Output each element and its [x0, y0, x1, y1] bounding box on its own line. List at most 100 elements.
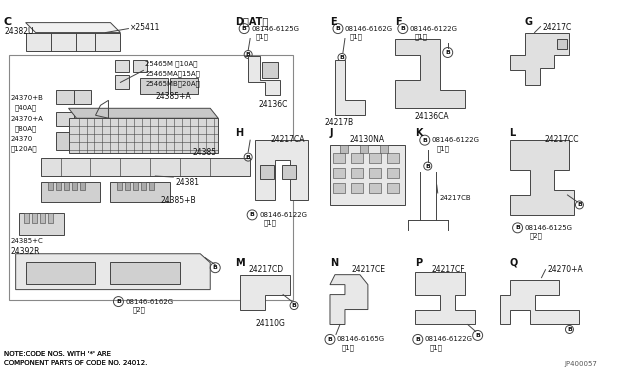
Text: 24392R: 24392R [11, 247, 40, 256]
Text: B: B [250, 212, 255, 217]
Text: 《1》: 《1》 [342, 344, 355, 351]
Bar [260, 165, 274, 179]
Bar [68, 118, 218, 153]
Text: 24136CA: 24136CA [415, 112, 449, 121]
Bar [140, 78, 168, 94]
Polygon shape [330, 145, 405, 205]
Text: 24382U: 24382U [4, 26, 34, 36]
Bar [351, 168, 363, 178]
Text: B: B [335, 26, 340, 31]
Polygon shape [330, 275, 368, 324]
Bar [369, 153, 381, 163]
Text: 24217CD: 24217CD [248, 265, 284, 274]
Text: NOTE:CODE NOS. WITH '*' ARE: NOTE:CODE NOS. WITH '*' ARE [4, 352, 111, 357]
Bar [19, 213, 63, 235]
Polygon shape [15, 254, 210, 290]
Text: 24110G: 24110G [255, 320, 285, 328]
Polygon shape [68, 108, 218, 118]
Text: Q: Q [509, 258, 518, 268]
Text: 24385+B: 24385+B [161, 196, 196, 205]
Text: 《1》: 《1》 [264, 220, 277, 227]
Bar [111, 262, 180, 283]
Text: 24385+A: 24385+A [156, 92, 191, 101]
Text: 24217C: 24217C [543, 23, 572, 32]
Text: COMPONENT PARTS OF CODE NO. 24012.: COMPONENT PARTS OF CODE NO. 24012. [4, 360, 147, 366]
Bar [387, 168, 399, 178]
Polygon shape [245, 57, 280, 95]
Text: D《AT》: D《AT》 [235, 17, 268, 27]
Text: B: B [422, 138, 428, 143]
Text: B: B [476, 333, 480, 338]
Text: B: B [515, 225, 520, 230]
Text: 08146-6122G: 08146-6122G [410, 26, 458, 32]
Bar [111, 182, 170, 202]
Polygon shape [395, 39, 465, 108]
Text: B: B [246, 52, 251, 57]
Text: 24217CC: 24217CC [545, 135, 579, 144]
Bar [170, 78, 198, 94]
Text: 08146-6125G: 08146-6125G [251, 26, 299, 32]
Bar [40, 213, 45, 223]
Bar [74, 90, 92, 104]
Text: ×25411: ×25411 [131, 23, 161, 32]
Bar [79, 182, 84, 190]
Bar [125, 182, 131, 190]
Text: NOTE:CODE NOS. WITH '*' ARE: NOTE:CODE NOS. WITH '*' ARE [4, 352, 111, 357]
Bar [360, 145, 368, 153]
Text: B: B [116, 299, 121, 304]
Bar [351, 153, 363, 163]
Bar [133, 61, 147, 73]
Text: 24270+A: 24270+A [547, 265, 583, 274]
Bar [369, 168, 381, 178]
Polygon shape [255, 140, 308, 200]
Bar [369, 183, 381, 193]
Text: 25465MA《15A》: 25465MA《15A》 [145, 70, 200, 77]
Text: 24217CA: 24217CA [270, 135, 305, 144]
Text: E: E [330, 17, 337, 27]
Bar [387, 183, 399, 193]
Bar [56, 182, 61, 190]
Bar [56, 112, 74, 126]
Text: 08146-6122G: 08146-6122G [259, 212, 307, 218]
Text: 08146-6122G: 08146-6122G [432, 137, 480, 143]
Text: 08146-6122G: 08146-6122G [425, 336, 473, 343]
Bar [133, 182, 138, 190]
Text: 《1》: 《1》 [415, 33, 428, 40]
Text: 25465M 《10A》: 25465M 《10A》 [145, 61, 198, 67]
Text: B: B [292, 303, 296, 308]
Text: B: B [339, 55, 344, 60]
Polygon shape [26, 23, 120, 33]
Text: 《120A》: 《120A》 [11, 145, 37, 152]
Bar [74, 112, 92, 126]
Bar [333, 168, 345, 178]
Text: 《1》: 《1》 [436, 145, 450, 152]
Text: K: K [415, 128, 422, 138]
Text: 《1》: 《1》 [256, 33, 269, 40]
Text: 24130NA: 24130NA [350, 135, 385, 144]
Text: F: F [395, 17, 401, 27]
Text: 24370+A: 24370+A [11, 116, 44, 122]
Text: 08146-6162G: 08146-6162G [125, 299, 173, 305]
Text: H: H [235, 128, 243, 138]
Text: 24217B: 24217B [325, 118, 354, 127]
Polygon shape [335, 61, 365, 115]
Text: B: B [212, 265, 218, 270]
Text: B: B [445, 50, 450, 55]
Bar [56, 132, 74, 150]
Bar [557, 39, 568, 48]
Text: B: B [328, 337, 332, 342]
Text: B: B [242, 26, 246, 31]
Text: 《40A》: 《40A》 [15, 104, 36, 111]
Bar [47, 213, 52, 223]
Bar [118, 182, 122, 190]
Bar [282, 165, 296, 179]
Bar [115, 61, 129, 73]
Text: G: G [525, 17, 532, 27]
Text: 24136C: 24136C [258, 100, 287, 109]
Text: 24217CB: 24217CB [440, 195, 472, 201]
Polygon shape [500, 280, 579, 324]
Text: C: C [4, 17, 12, 27]
Bar [24, 213, 29, 223]
Polygon shape [509, 140, 575, 215]
Text: 《2》: 《2》 [529, 233, 543, 240]
